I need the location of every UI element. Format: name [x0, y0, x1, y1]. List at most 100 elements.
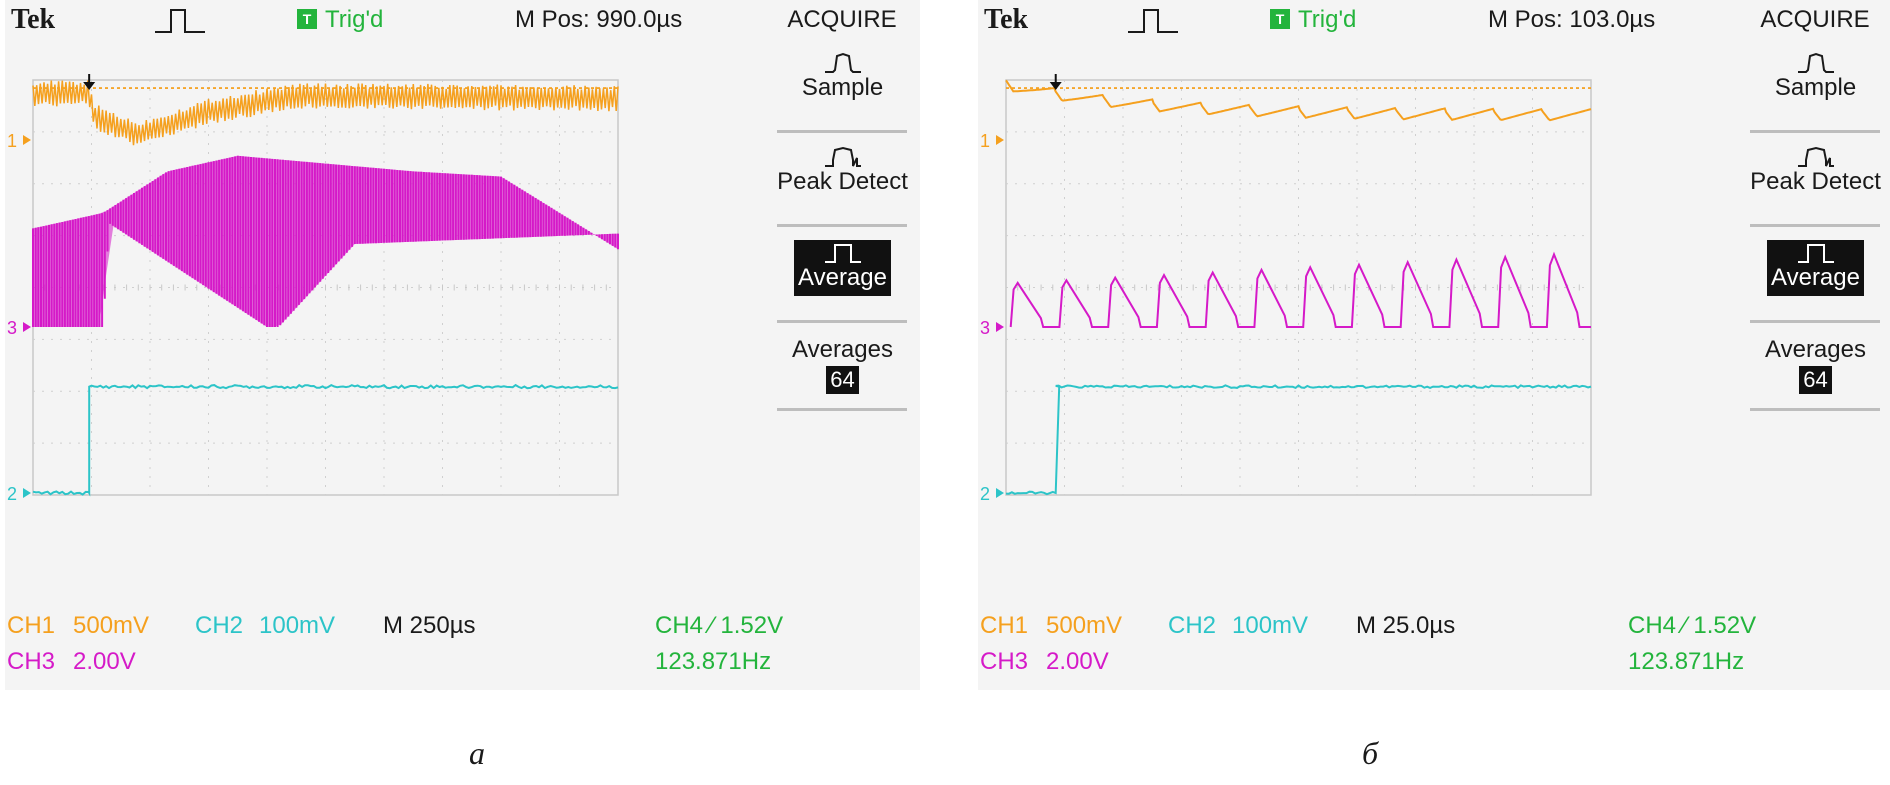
- graticule: [32, 79, 619, 496]
- averages-count: 64: [826, 366, 859, 394]
- peak-detect-icon: [824, 146, 861, 167]
- channel-marker-arrow: [23, 135, 31, 145]
- channel-marker-arrow: [996, 488, 1004, 498]
- ch3-label: CH3: [980, 648, 1029, 675]
- ch3-scale: 2.00V: [1046, 648, 1109, 675]
- ch3-envelope-fill: [33, 155, 618, 327]
- sample-icon: [824, 52, 861, 73]
- menu-separator: [777, 320, 907, 323]
- scope-header: Tek T Trig'd M Pos: 103.0µs ACQUIRE: [978, 0, 1890, 40]
- channel-marker-label: 3: [980, 318, 990, 338]
- averages-count: 64: [1799, 366, 1832, 394]
- menu-item-averages-label: Averages: [792, 336, 893, 363]
- waveform-screen: 1 3 2: [980, 74, 1592, 504]
- channel-marker-arrow: [23, 322, 31, 332]
- trigger-position-arrow: [1049, 82, 1062, 90]
- ch2-label: CH2: [1168, 612, 1217, 639]
- waveform-screen: 1 3 2: [7, 74, 619, 504]
- menu-item-average[interactable]: Average: [1738, 240, 1890, 296]
- menu-item-averages[interactable]: Averages 64: [765, 336, 920, 394]
- menu-item-peak-detect[interactable]: Peak Detect: [765, 146, 920, 196]
- ch1-waveform: [1005, 79, 1592, 122]
- trigger-badge: T: [1270, 9, 1290, 29]
- average-icon: [1797, 244, 1834, 263]
- menu-item-averages-label: Averages: [1765, 336, 1866, 363]
- ch3-label: CH3: [7, 648, 56, 675]
- panel-label-a: а: [469, 735, 485, 771]
- timebase-readout: M 25.0µs: [1356, 612, 1456, 639]
- channel-marker-label: 1: [7, 131, 17, 151]
- ch2-waveform: [32, 383, 619, 497]
- menu-separator: [1750, 408, 1880, 411]
- trigger-readout: CH4 ∕ 1.52V: [1628, 612, 1757, 639]
- channel-markers: 1 3 2: [980, 74, 1062, 504]
- ch1-label: CH1: [7, 612, 56, 639]
- menu-separator: [1750, 130, 1880, 133]
- menu-item-peak-detect-label: Peak Detect: [1750, 168, 1881, 195]
- channel-marker-arrow: [996, 135, 1004, 145]
- menu-item-sample-label: Sample: [801, 74, 884, 101]
- m-pos-readout: M Pos: 990.0µs: [515, 6, 683, 33]
- channel-marker-label: 1: [980, 131, 990, 151]
- average-icon: [824, 244, 861, 263]
- ch1-waveform: [32, 80, 619, 146]
- menu-title: ACQUIRE: [1760, 6, 1870, 33]
- graticule: [1005, 79, 1592, 496]
- ch2-label: CH2: [195, 612, 244, 639]
- timebase-readout: M 250µs: [383, 612, 476, 639]
- m-pos-readout: M Pos: 103.0µs: [1488, 6, 1656, 33]
- waveforms: [32, 80, 619, 497]
- pulse-icon: [155, 9, 205, 33]
- brand-logo: Tek: [11, 4, 56, 35]
- menu-separator: [1750, 320, 1880, 323]
- waveforms: [1005, 79, 1592, 496]
- menu-separator: [777, 130, 907, 133]
- ch2-scale: 100mV: [1232, 612, 1309, 639]
- ch2-waveform: [1005, 384, 1592, 496]
- channel-markers: 1 3 2: [7, 74, 96, 504]
- menu-item-averages[interactable]: Averages 64: [1738, 336, 1890, 394]
- menu-separator: [1750, 224, 1880, 227]
- trigger-badge: T: [297, 9, 317, 29]
- channel-marker-arrow: [996, 322, 1004, 332]
- menu-item-peak-detect[interactable]: Peak Detect: [1738, 146, 1890, 196]
- channel-marker-label: 2: [7, 484, 17, 504]
- trigger-position-arrow: [83, 82, 96, 90]
- acquire-menu: Sample Peak Detect Average Averages 64: [1738, 40, 1890, 510]
- selected-mode-box: Average: [1767, 240, 1864, 296]
- menu-item-average[interactable]: Average: [765, 240, 920, 296]
- menu-separator: [777, 408, 907, 411]
- menu-separator: [777, 224, 907, 227]
- frequency-readout: 123.871Hz: [1628, 648, 1745, 675]
- selected-mode-box: Average: [794, 240, 891, 296]
- menu-item-sample-label: Sample: [1774, 74, 1857, 101]
- menu-item-sample[interactable]: Sample: [765, 52, 920, 102]
- pulse-icon: [1128, 9, 1178, 33]
- peak-detect-icon: [1797, 146, 1834, 167]
- channel-marker-label: 2: [980, 484, 990, 504]
- ch3-waveform: [1009, 251, 1591, 328]
- brand-logo: Tek: [984, 4, 1029, 35]
- menu-item-sample[interactable]: Sample: [1738, 52, 1890, 102]
- sample-icon: [1797, 52, 1834, 73]
- ch1-scale: 500mV: [73, 612, 150, 639]
- scope-header: Tek T Trig'd M Pos: 990.0µs ACQUIRE: [5, 0, 920, 40]
- ch1-label: CH1: [980, 612, 1029, 639]
- trigger-status: Trig'd: [325, 6, 384, 33]
- ch3-scale: 2.00V: [73, 648, 136, 675]
- ch1-scale: 500mV: [1046, 612, 1123, 639]
- menu-item-average-label: Average: [798, 264, 887, 291]
- menu-item-peak-detect-label: Peak Detect: [777, 168, 908, 195]
- trigger-readout: CH4 ∕ 1.52V: [655, 612, 784, 639]
- frequency-readout: 123.871Hz: [655, 648, 772, 675]
- channel-marker-label: 3: [7, 318, 17, 338]
- panel-label-b: б: [1361, 735, 1379, 771]
- menu-title: ACQUIRE: [787, 6, 897, 33]
- acquire-menu: Sample Peak Detect Average Averages 64: [765, 40, 920, 510]
- channel-marker-arrow: [23, 488, 31, 498]
- trigger-status: Trig'd: [1298, 6, 1357, 33]
- menu-item-average-label: Average: [1771, 264, 1860, 291]
- ch2-scale: 100mV: [259, 612, 336, 639]
